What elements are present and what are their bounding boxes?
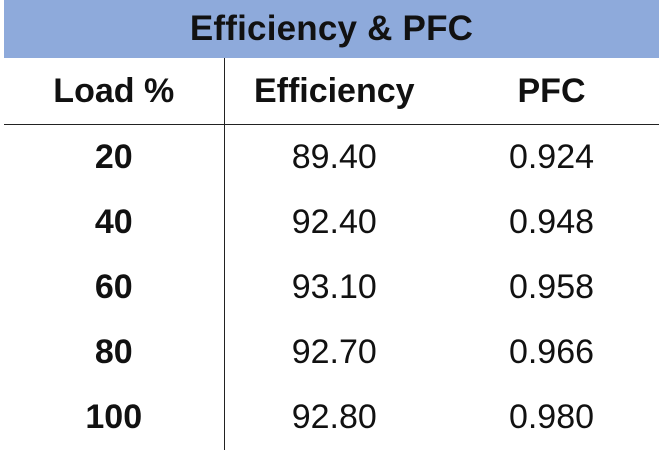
cell-load: 60 [4,255,224,320]
header-load: Load % [4,58,224,125]
cell-pfc: 0.958 [444,255,659,320]
efficiency-pfc-table: Load % Efficiency PFC 20 89.40 0.924 40 … [4,58,659,450]
cell-pfc: 0.966 [444,320,659,385]
cell-efficiency: 89.40 [224,125,444,191]
table-row: 20 89.40 0.924 [4,125,659,191]
table-row: 100 92.80 0.980 [4,385,659,450]
cell-load: 100 [4,385,224,450]
cell-efficiency: 92.80 [224,385,444,450]
cell-load: 20 [4,125,224,191]
cell-load: 40 [4,190,224,255]
header-pfc: PFC [444,58,659,125]
cell-pfc: 0.924 [444,125,659,191]
cell-load: 80 [4,320,224,385]
table-row: 80 92.70 0.966 [4,320,659,385]
cell-pfc: 0.948 [444,190,659,255]
cell-efficiency: 92.40 [224,190,444,255]
table-row: 60 93.10 0.958 [4,255,659,320]
cell-pfc: 0.980 [444,385,659,450]
header-efficiency: Efficiency [224,58,444,125]
header-row: Load % Efficiency PFC [4,58,659,125]
cell-efficiency: 93.10 [224,255,444,320]
table-title: Efficiency & PFC [4,0,659,58]
table-row: 40 92.40 0.948 [4,190,659,255]
cell-efficiency: 92.70 [224,320,444,385]
